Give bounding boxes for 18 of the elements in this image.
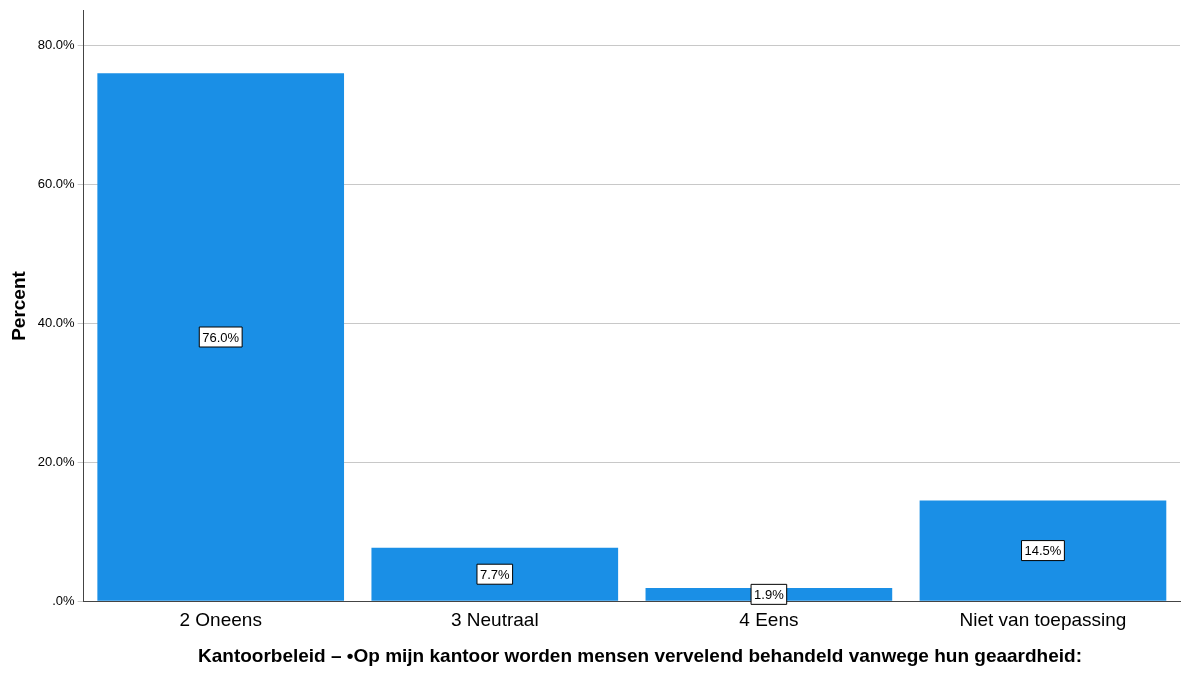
data-label: 14.5%: [1024, 543, 1062, 559]
y-tick-label: .0%: [52, 592, 76, 608]
y-tick-label: 60.0%: [37, 176, 76, 192]
x-tick-label: 3 Neutraal: [450, 608, 539, 630]
data-label: 76.0%: [202, 329, 240, 345]
y-tick-label: 80.0%: [37, 37, 76, 53]
bar: [97, 73, 345, 601]
y-tick-label: 40.0%: [37, 314, 76, 330]
data-label: 7.7%: [479, 566, 511, 582]
data-label: 1.9%: [754, 586, 785, 602]
x-axis-title: Kantoorbeleid – •Op mijn kantoor worden mensen vervelend behandeld vanwege hun geaardheid:: [197, 645, 1083, 666]
bar: [371, 547, 619, 601]
x-tick-label: 2 Oneens: [179, 608, 262, 630]
bar: [919, 500, 1167, 601]
x-tick-label: 4 Eens: [739, 608, 799, 630]
y-axis-title: Percent: [7, 270, 29, 341]
y-tick-label: 20.0%: [37, 453, 76, 469]
x-tick-label: Niet van toepassing: [959, 608, 1127, 630]
